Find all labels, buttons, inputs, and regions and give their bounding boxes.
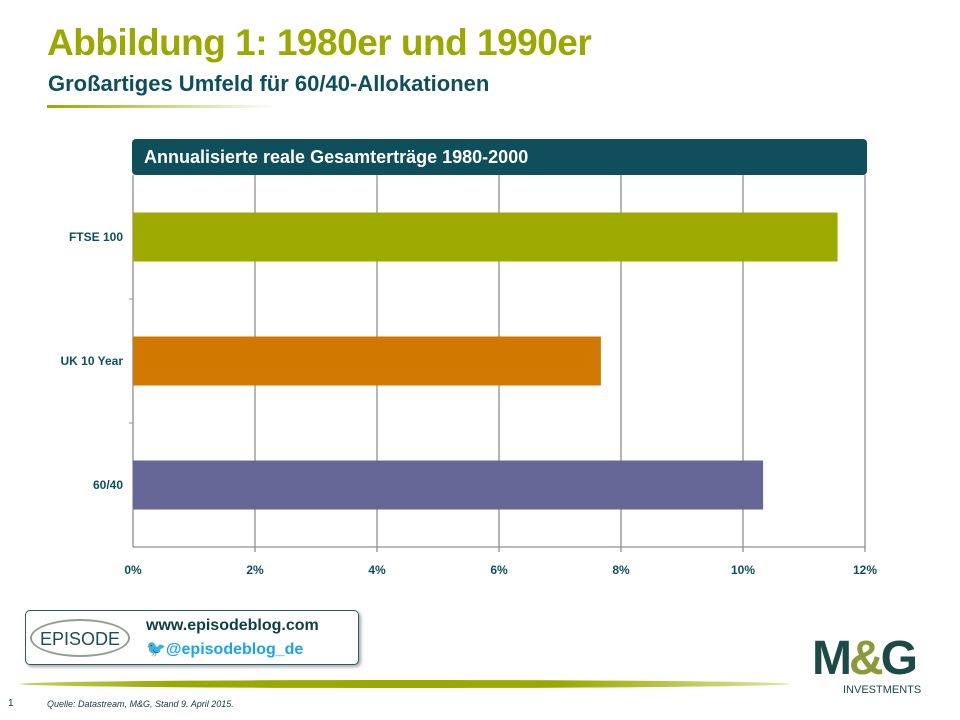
- bar-60-40: [133, 460, 764, 510]
- x-tick-label: 2%: [246, 563, 264, 577]
- slide-title: Abbildung 1: 1980er und 1990er: [47, 22, 592, 63]
- page-number: 1: [8, 698, 14, 709]
- chart-title: Annualisierte reale Gesamterträge 1980-2…: [132, 139, 867, 175]
- mg-logo-subtitle: INVESTMENTS: [843, 684, 922, 696]
- mg-logo: M&G: [812, 632, 918, 685]
- y-category-label: UK 10 Year: [61, 354, 124, 368]
- source-note: Quelle: Datastream, M&G, Stand 9. April …: [47, 699, 234, 709]
- episode-logo: EPISODE: [30, 619, 130, 657]
- x-tick-label: 12%: [853, 563, 877, 577]
- twitter-handle-link[interactable]: 🐦@episodeblog_de: [146, 639, 303, 659]
- x-tick-label: 0%: [124, 563, 142, 577]
- decorative-brush-stroke: [20, 680, 790, 688]
- x-tick-label: 8%: [612, 563, 630, 577]
- bar-ftse-100: [133, 212, 838, 262]
- slide-subtitle: Großartiges Umfeld für 60/40-Allokatione…: [48, 71, 490, 96]
- bar-uk-10-year: [133, 336, 601, 386]
- y-category-label: 60/40: [93, 478, 123, 492]
- blog-url-link[interactable]: www.episodeblog.com: [146, 617, 319, 634]
- episode-banner[interactable]: EPISODE www.episodeblog.com 🐦@episodeblo…: [25, 610, 359, 665]
- twitter-icon: 🐦: [146, 641, 166, 658]
- x-tick-label: 6%: [490, 563, 508, 577]
- bar-chart: 0% 2% 4% 6% 8% 10% 12% FTSE 100 UK 10 Year 60/40: [61, 175, 877, 577]
- title-underline: [47, 105, 277, 108]
- x-tick-label: 4%: [368, 563, 386, 577]
- y-category-label: FTSE 100: [69, 230, 123, 244]
- x-tick-label: 10%: [731, 563, 755, 577]
- twitter-handle: @episodeblog_de: [165, 641, 304, 658]
